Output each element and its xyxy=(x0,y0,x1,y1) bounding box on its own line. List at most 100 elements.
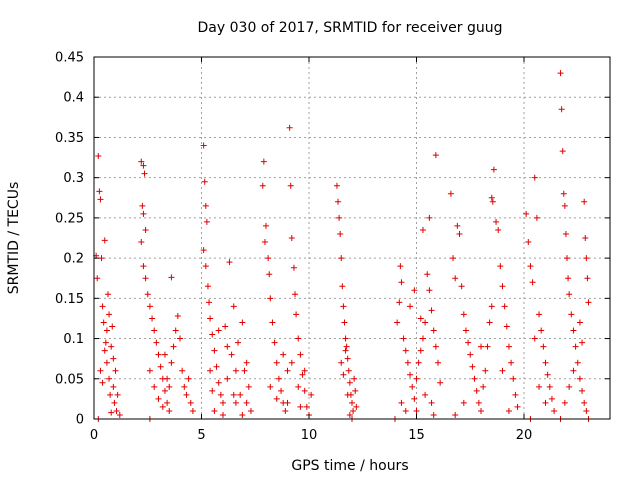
data-point xyxy=(544,371,551,378)
data-point xyxy=(284,399,291,406)
data-point xyxy=(112,367,119,374)
data-point xyxy=(398,399,405,406)
y-tick-label: 0.15 xyxy=(55,292,84,307)
data-point xyxy=(574,359,581,366)
data-point xyxy=(228,351,235,358)
data-point xyxy=(220,399,226,406)
data-point xyxy=(245,383,252,390)
data-point xyxy=(140,162,147,169)
data-point xyxy=(301,387,308,394)
data-point xyxy=(280,351,287,358)
data-point xyxy=(155,395,162,402)
data-point xyxy=(432,152,439,159)
data-point xyxy=(475,399,482,406)
data-point xyxy=(151,383,158,390)
data-point xyxy=(247,407,254,414)
data-point xyxy=(172,327,179,334)
data-point xyxy=(290,264,297,271)
data-point xyxy=(562,230,569,237)
data-point xyxy=(411,395,418,402)
data-point xyxy=(499,283,506,290)
data-point xyxy=(342,347,349,354)
data-point xyxy=(215,379,222,386)
data-point xyxy=(568,311,575,318)
data-point xyxy=(404,359,411,366)
data-point xyxy=(585,299,592,306)
data-point xyxy=(103,359,110,366)
data-point xyxy=(98,255,105,262)
data-point xyxy=(419,335,426,342)
data-point xyxy=(142,226,149,233)
data-point xyxy=(488,303,495,310)
data-point xyxy=(138,158,145,165)
data-point xyxy=(263,222,269,229)
data-point xyxy=(452,275,459,282)
data-point xyxy=(149,315,156,322)
data-point xyxy=(271,339,278,346)
data-point xyxy=(407,303,414,310)
data-point xyxy=(566,383,573,390)
data-point xyxy=(204,283,211,290)
data-point xyxy=(209,331,216,338)
data-point xyxy=(151,327,158,334)
data-point xyxy=(564,255,570,262)
data-point xyxy=(495,226,502,233)
data-point xyxy=(207,315,214,322)
data-point xyxy=(460,311,467,318)
data-point xyxy=(297,351,304,358)
data-point xyxy=(422,319,429,326)
data-point xyxy=(488,194,495,201)
data-point xyxy=(582,235,589,241)
data-point xyxy=(202,263,209,270)
data-point xyxy=(295,383,302,390)
data-point xyxy=(108,409,115,416)
data-point xyxy=(292,291,299,298)
data-point xyxy=(432,343,439,350)
data-point xyxy=(458,283,465,290)
data-point xyxy=(581,198,588,205)
data-point xyxy=(187,399,194,406)
data-point xyxy=(109,323,116,330)
data-point xyxy=(505,407,512,414)
data-point xyxy=(473,387,480,394)
data-point xyxy=(456,230,463,237)
data-point xyxy=(417,347,424,354)
data-point xyxy=(484,343,491,350)
data-point xyxy=(584,275,591,282)
data-point xyxy=(275,375,282,382)
y-tick-label: 0.1 xyxy=(63,332,84,347)
data-point xyxy=(166,383,173,390)
data-point xyxy=(269,319,276,326)
x-axis-title: GPS time / hours xyxy=(291,458,408,474)
data-point xyxy=(428,399,435,406)
data-point xyxy=(179,367,186,374)
data-point xyxy=(243,399,250,406)
data-point xyxy=(426,214,433,221)
data-point xyxy=(551,407,558,414)
data-point xyxy=(424,271,431,278)
data-point xyxy=(235,339,242,346)
data-point xyxy=(486,319,493,326)
data-point xyxy=(450,255,457,262)
data-point xyxy=(419,226,426,233)
data-point xyxy=(166,407,173,414)
data-point xyxy=(561,202,568,209)
data-point xyxy=(286,124,293,131)
x-tick-label: 15 xyxy=(408,428,425,443)
data-point xyxy=(531,335,538,342)
data-point xyxy=(157,363,164,370)
data-point xyxy=(527,263,534,270)
data-point xyxy=(422,391,429,398)
data-point xyxy=(353,403,360,410)
data-point xyxy=(185,375,192,382)
data-point xyxy=(352,387,359,394)
data-point xyxy=(415,359,422,366)
data-point xyxy=(230,391,237,398)
data-point xyxy=(232,399,239,406)
data-point xyxy=(558,106,565,113)
data-point xyxy=(110,383,117,390)
data-point xyxy=(583,407,590,414)
data-point xyxy=(168,359,175,366)
data-point xyxy=(350,407,357,414)
